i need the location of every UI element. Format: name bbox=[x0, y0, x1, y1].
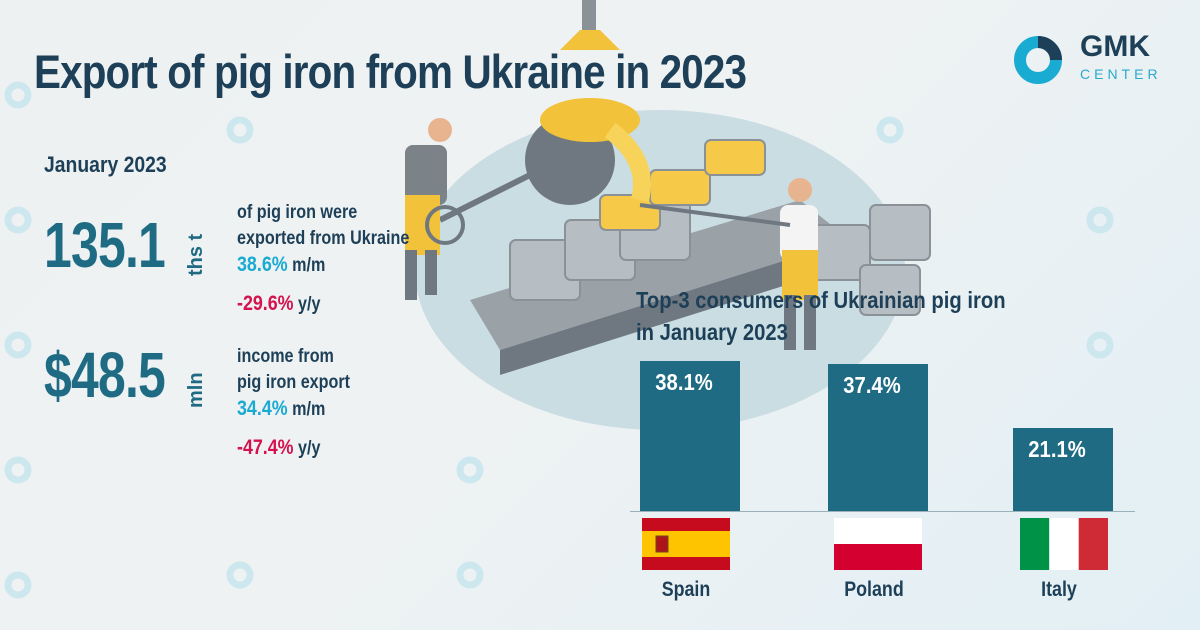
logo-sub: CENTER bbox=[1080, 66, 1162, 82]
volume-yy-value: -29.6% bbox=[237, 292, 294, 315]
volume-desc-line1: of pig iron were bbox=[237, 202, 358, 223]
income-desc-line2: pig iron export bbox=[237, 372, 351, 393]
income-desc-line1: income from bbox=[237, 346, 334, 367]
bar-poland bbox=[828, 363, 928, 511]
income-unit: mln bbox=[185, 372, 207, 408]
bar-value-label: 21.1% bbox=[1028, 435, 1086, 462]
category-label: Spain bbox=[661, 578, 711, 601]
spain-flag bbox=[642, 518, 730, 570]
category-label: Poland bbox=[844, 578, 904, 601]
chart-title-line2: in January 2023 bbox=[636, 319, 788, 345]
page-title: Export of pig iron from Ukraine in 2023 bbox=[34, 45, 747, 98]
chart-title-line1: Top-3 consumers of Ukrainian pig iron bbox=[636, 287, 1006, 313]
bar-value-label: 38.1% bbox=[655, 369, 713, 395]
bar-value-label: 37.4% bbox=[843, 371, 901, 398]
volume-description: of pig iron were exported from Ukraine 3… bbox=[237, 200, 409, 318]
bar-italy bbox=[1013, 427, 1113, 511]
gmk-logo-icon bbox=[1014, 36, 1062, 84]
income-yy-suffix: y/y bbox=[298, 438, 321, 459]
watermarks bbox=[4, 81, 1114, 599]
volume-value: 135.1 bbox=[44, 209, 166, 281]
chart-title: Top-3 consumers of Ukrainian pig iron in… bbox=[636, 284, 1006, 348]
volume-mm-suffix: m/m bbox=[292, 255, 326, 276]
volume-unit: ths t bbox=[185, 233, 207, 276]
volume-desc-line2: exported from Ukraine bbox=[237, 228, 410, 249]
italy-flag bbox=[1020, 518, 1108, 570]
bar-spain bbox=[640, 361, 740, 511]
volume-mm-value: 38.6% bbox=[237, 253, 288, 276]
chart-baseline bbox=[630, 511, 1135, 512]
income-description: income from pig iron export 34.4% m/m -4… bbox=[237, 344, 350, 462]
income-mm-suffix: m/m bbox=[292, 399, 326, 420]
income-value: $48.5 bbox=[44, 339, 166, 411]
period-heading: January 2023 bbox=[44, 152, 167, 177]
volume-yy-suffix: y/y bbox=[298, 294, 321, 315]
poland-flag bbox=[834, 518, 922, 570]
logo-name: GMK bbox=[1080, 30, 1150, 63]
category-label: Italy bbox=[1041, 578, 1077, 601]
income-mm-value: 34.4% bbox=[237, 397, 288, 420]
income-yy-value: -47.4% bbox=[237, 436, 294, 459]
